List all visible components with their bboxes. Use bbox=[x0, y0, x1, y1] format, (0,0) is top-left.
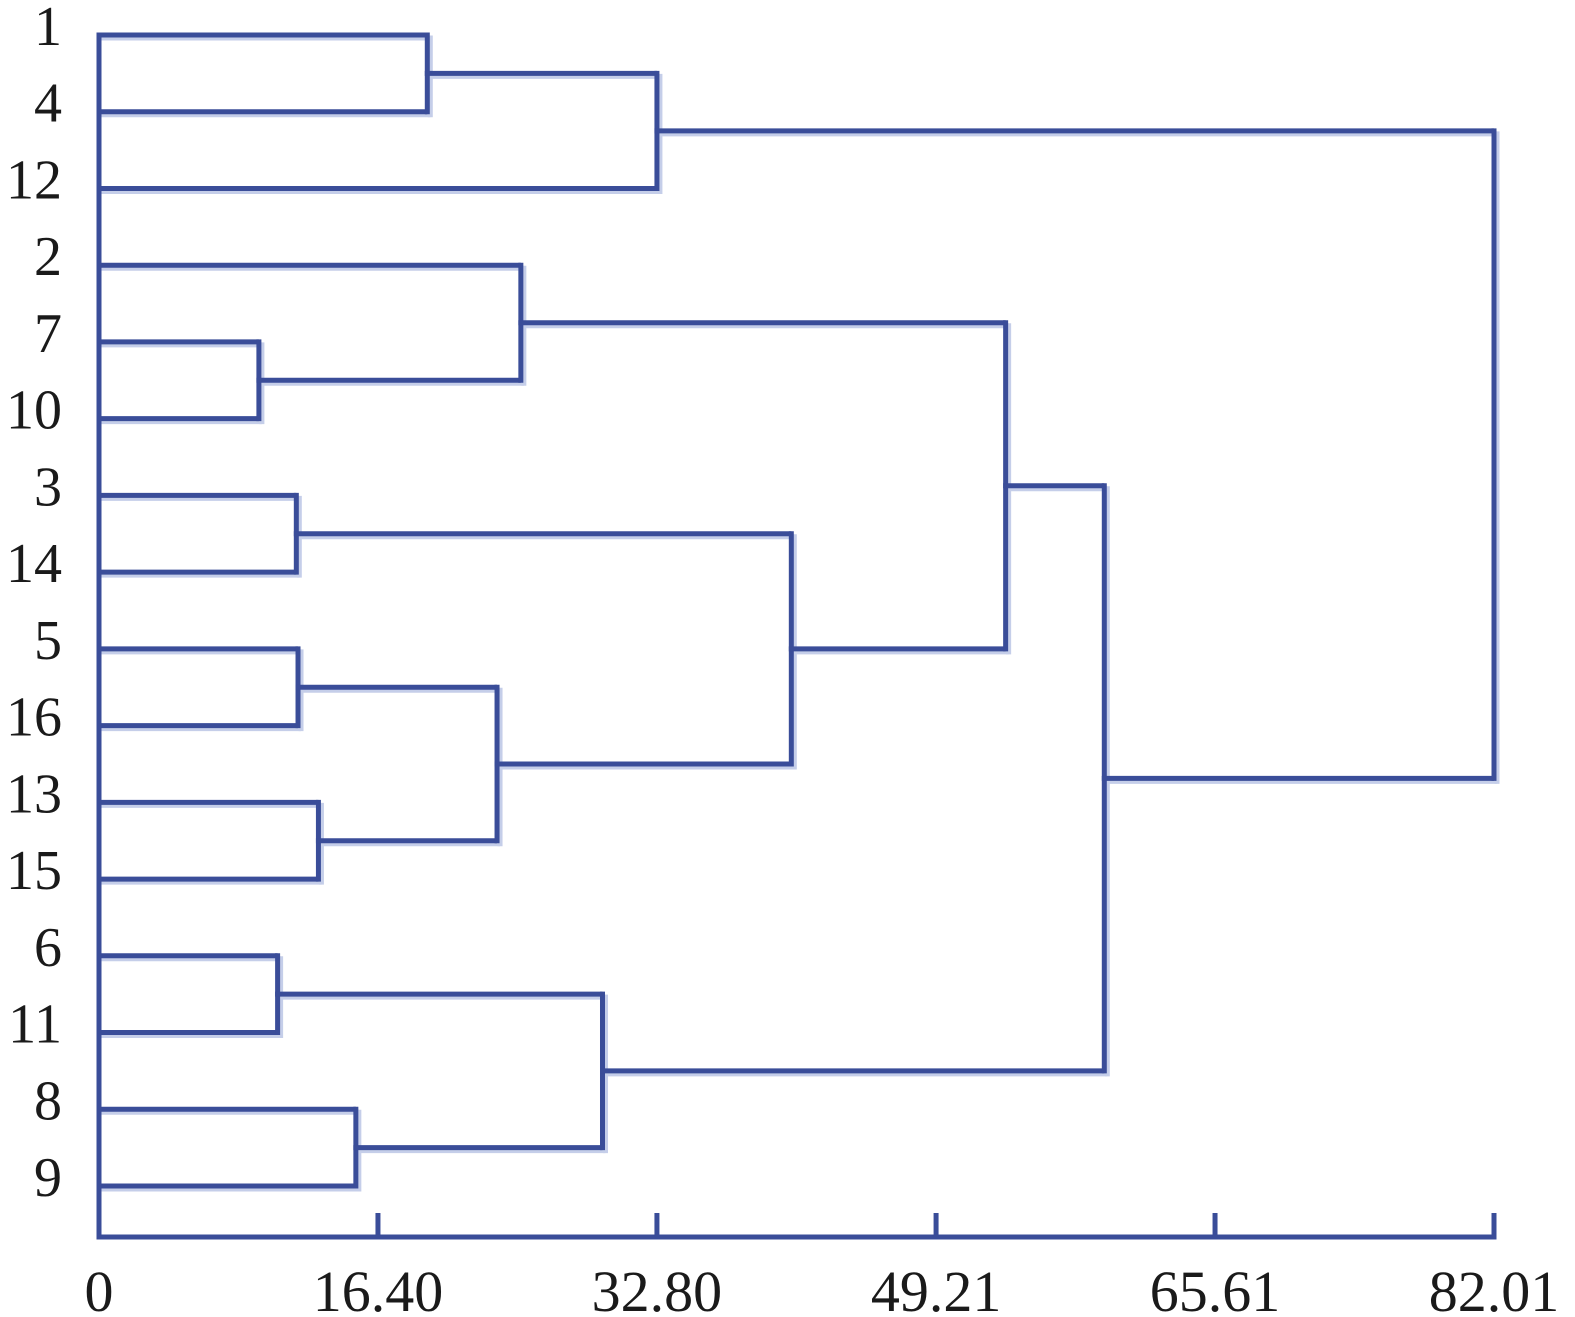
leaf-label-6: 6 bbox=[34, 917, 62, 979]
x-axis-tick-label-0: 0 bbox=[85, 1259, 114, 1317]
leaf-label-5: 5 bbox=[34, 610, 62, 672]
tree-lines bbox=[96, 32, 1497, 1189]
leaf-label-4: 4 bbox=[34, 73, 62, 135]
leaf-label-2: 2 bbox=[34, 226, 62, 288]
axis-tick-labels: 0 16.40 32.80 49.21 65.61 82.01 bbox=[85, 1259, 1560, 1317]
leaf-label-1: 1 bbox=[34, 0, 62, 58]
leaf-label-16: 16 bbox=[6, 687, 62, 749]
leaf-label-10: 10 bbox=[6, 380, 62, 442]
leaf-label-14: 14 bbox=[6, 533, 62, 595]
leaf-label-12: 12 bbox=[6, 149, 62, 211]
leaf-label-9: 9 bbox=[34, 1147, 62, 1209]
leaf-label-3: 3 bbox=[34, 456, 62, 518]
x-axis-tick-label-82.01: 82.01 bbox=[1429, 1259, 1560, 1317]
leaf-label-13: 13 bbox=[6, 763, 62, 825]
leaf-label-7: 7 bbox=[34, 303, 62, 365]
leaf-label-15: 15 bbox=[6, 840, 62, 902]
x-axis-tick-label-32.80: 32.80 bbox=[592, 1259, 723, 1317]
x-axis-tick-label-65.61: 65.61 bbox=[1150, 1259, 1281, 1317]
x-axis-tick-label-49.21: 49.21 bbox=[871, 1259, 1002, 1317]
leaf-label-11: 11 bbox=[8, 994, 62, 1056]
x-axis bbox=[96, 32, 1497, 1240]
leaf-label-8: 8 bbox=[34, 1070, 62, 1132]
x-axis-tick-label-16.40: 16.40 bbox=[313, 1259, 444, 1317]
